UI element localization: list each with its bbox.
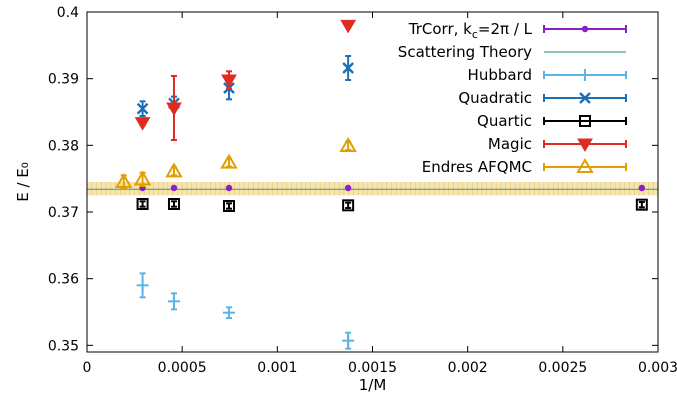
legend-label-scattering-theory: Scattering Theory xyxy=(398,43,532,61)
data-point-quartic xyxy=(635,198,648,211)
legend-label-trcorr-k-c-2-l: TrCorr, kc=2π / L xyxy=(408,20,533,41)
x-tick-label: 0.0025 xyxy=(538,360,587,376)
x-tick-label: 0.002 xyxy=(448,360,488,376)
data-point-endres-afqmc xyxy=(114,173,133,188)
legend-label-endres-afqmc: Endres AFQMC xyxy=(422,158,532,176)
x-tick-label: 0.003 xyxy=(638,360,677,376)
y-axis-title: E / E₀ xyxy=(14,162,32,202)
data-point-quartic xyxy=(167,198,180,210)
series-hubbard xyxy=(136,272,355,350)
x-tick-label: 0.0005 xyxy=(158,360,207,376)
x-marker-b xyxy=(342,62,354,74)
legend-label-hubbard: Hubbard xyxy=(468,66,532,84)
y-tick-label: 0.35 xyxy=(48,338,79,354)
legend-marker-magic xyxy=(577,138,593,152)
series-trcorr-k-c-2-l xyxy=(139,184,646,192)
data-point-quadratic xyxy=(136,102,149,115)
series-magic xyxy=(134,19,357,141)
legend-marker-trcorr-k-c-2-l xyxy=(581,25,589,33)
series-layer xyxy=(114,19,648,350)
legend-marker-endres-afqmc xyxy=(576,158,594,173)
data-point-quartic xyxy=(342,199,355,212)
legend: TrCorr, kc=2π / L Scattering Theory Hubbar… xyxy=(398,20,627,176)
x-marker-b xyxy=(579,92,591,104)
legend-label-quadratic: Quadratic xyxy=(458,89,532,107)
data-point-trcorr-k-c-2-l xyxy=(638,184,646,192)
y-tick-label: 0.38 xyxy=(48,138,79,154)
data-point-endres-afqmc xyxy=(339,137,357,152)
data-point-endres-afqmc xyxy=(220,153,238,169)
series-quartic xyxy=(136,198,648,212)
data-point-magic xyxy=(340,19,357,34)
data-point-hubbard xyxy=(136,279,149,292)
data-point-hubbard xyxy=(342,334,355,347)
data-point-trcorr-k-c-2-l xyxy=(170,184,178,192)
series-endres-afqmc xyxy=(114,137,357,190)
data-point-hubbard xyxy=(222,306,235,319)
data-point-quartic xyxy=(136,198,149,210)
data-point-trcorr-k-c-2-l xyxy=(225,184,233,192)
x-tick-label: 0.001 xyxy=(257,360,297,376)
legend-marker-quadratic xyxy=(579,92,591,104)
legend-label-quartic: Quartic xyxy=(477,112,532,130)
y-tick-label: 0.37 xyxy=(48,205,79,221)
data-point-magic xyxy=(134,117,151,131)
data-point-hubbard xyxy=(167,295,180,308)
y-tick-label: 0.36 xyxy=(48,272,79,288)
legend-marker-quartic xyxy=(579,115,591,127)
data-point-endres-afqmc xyxy=(133,170,152,186)
x-marker-b xyxy=(136,102,149,115)
x-tick-label: 0.0015 xyxy=(348,360,397,376)
legend-marker-hubbard xyxy=(579,69,591,81)
data-point-magic xyxy=(221,74,237,88)
data-point-trcorr-k-c-2-l xyxy=(344,184,352,192)
x-tick-label: 0 xyxy=(83,360,92,376)
y-tick-label: 0.4 xyxy=(57,5,79,21)
legend-label-magic: Magic xyxy=(488,135,532,153)
tick-layer: 0 0.0005 0.001 0.0015 0.002 0.0025 0.003 0.35 0.… xyxy=(48,5,677,376)
data-point-endres-afqmc xyxy=(165,162,183,178)
y-tick-label: 0.39 xyxy=(48,72,79,88)
data-point-quartic xyxy=(222,200,235,212)
x-axis-title: 1/M xyxy=(359,376,387,394)
data-point-quadratic xyxy=(342,62,354,74)
data-point-magic xyxy=(166,102,182,116)
